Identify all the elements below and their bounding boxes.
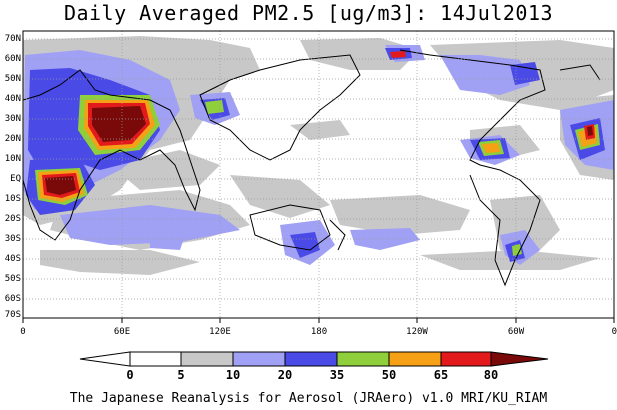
axis-ticks (22, 318, 615, 323)
colorbar-segment-10-20 (232, 351, 286, 367)
lat-label-30n: 30N (4, 114, 21, 124)
footer-credit: The Japanese Reanalysis for Aerosol (JRA… (69, 391, 548, 406)
lon-label-60w: 60W (507, 327, 525, 337)
lon-label-60e: 60E (113, 327, 131, 337)
colorbar-segment-lt-0 (79, 351, 131, 367)
lat-label-40s: 40S (4, 254, 21, 264)
lat-label-30s: 30S (4, 234, 21, 244)
colorbar-label-50: 50 (381, 368, 397, 382)
lon-label-0-east: 0 (611, 327, 617, 337)
colorbar-label-5: 5 (177, 368, 185, 382)
lat-label-50s: 50S (4, 274, 21, 284)
lon-label-120w: 120W (406, 327, 428, 337)
pm25-level-above-80 (45, 106, 593, 195)
lat-label-60s: 60S (4, 294, 21, 304)
colorbar-label-10: 10 (225, 368, 241, 382)
lat-label-20s: 20S (4, 214, 21, 224)
colorbar-label-20: 20 (277, 368, 293, 382)
lat-label-40n: 40N (4, 94, 21, 104)
lon-label-0: 0 (20, 327, 26, 337)
colorbar-segment-20-35 (284, 351, 338, 367)
lat-label-70n: 70N (4, 34, 21, 44)
graticule (23, 31, 614, 318)
lat-label-50n: 50N (4, 74, 21, 84)
colorbar-segment-65-80 (440, 351, 492, 367)
lon-label-180: 180 (310, 327, 328, 337)
lon-label-120e: 120E (209, 327, 231, 337)
colorbar-segment-0-5 (129, 351, 182, 367)
lat-label-eq: EQ (10, 174, 21, 184)
colorbar-segment-50-65 (388, 351, 442, 367)
coastlines (23, 49, 601, 287)
colorbar-label-35: 35 (329, 368, 345, 382)
colorbar-label-80: 80 (483, 368, 499, 382)
lat-label-10n: 10N (4, 154, 21, 164)
lat-label-10s: 10S (4, 194, 21, 204)
colorbar-segment-gt-80 (490, 351, 549, 367)
colorbar-segment-5-10 (180, 351, 234, 367)
lat-label-70s: 70S (4, 310, 21, 320)
colorbar-label-65: 65 (433, 368, 449, 382)
lat-label-60n: 60N (4, 54, 21, 64)
colorbar-segment-35-50 (336, 351, 390, 367)
map-title: Daily Averaged PM2.5 [ug/m3]: 14Jul2013 (63, 1, 554, 25)
lat-label-20n: 20N (4, 134, 21, 144)
colorbar-label-0: 0 (126, 368, 134, 382)
